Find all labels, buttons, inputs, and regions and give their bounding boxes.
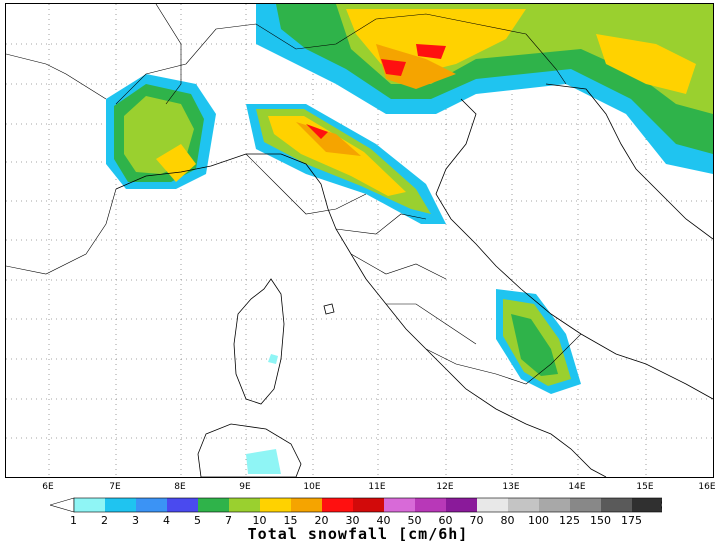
legend-value-label: 2: [101, 514, 108, 527]
lon-label-6e: 6E: [42, 482, 54, 492]
legend-value-label: 50: [407, 514, 422, 527]
legend-value-label: 4: [163, 514, 170, 527]
legend-value-label: 3: [132, 514, 139, 527]
lon-label-14e: 14E: [568, 482, 586, 492]
legend-open-end-low: [50, 497, 75, 513]
snowfall-shading: [106, 4, 713, 474]
coastlines: [115, 83, 713, 477]
legend-value-label: 125: [559, 514, 580, 527]
lon-label-13e: 13E: [502, 482, 520, 492]
legend-swatch: [601, 498, 632, 512]
legend-swatch: [322, 498, 353, 512]
lon-label-16e: 16E: [698, 482, 716, 492]
legend-value-label: 10: [252, 514, 267, 527]
legend-value-label: 70: [469, 514, 484, 527]
lon-label-10e: 10E: [303, 482, 321, 492]
legend-value-label: 175: [621, 514, 642, 527]
legend-open-end-high: [660, 500, 662, 510]
legend-swatch: [291, 498, 322, 512]
legend-value-label: 40: [376, 514, 391, 527]
legend-value-label: 100: [528, 514, 549, 527]
legend-swatch: [446, 498, 477, 512]
borders: [6, 4, 582, 385]
legend-swatch: [539, 498, 570, 512]
legend-swatch: [105, 498, 136, 512]
legend-swatch: [415, 498, 446, 512]
lon-label-11e: 11E: [368, 482, 386, 492]
legend-colorbar: [50, 497, 662, 513]
lon-label-9e: 9E: [239, 482, 251, 492]
legend-value-label: 7: [225, 514, 232, 527]
legend-swatch: [570, 498, 601, 512]
legend-swatch: [167, 498, 198, 512]
legend-swatch: [353, 498, 384, 512]
legend-title: Total snowfall [cm/6h]: [247, 525, 469, 543]
legend-value-label: 15: [283, 514, 298, 527]
legend-swatch: [384, 498, 415, 512]
legend-value-label: 20: [314, 514, 329, 527]
legend-swatch: [508, 498, 539, 512]
lon-label-15e: 15E: [636, 482, 654, 492]
legend-value-label: 5: [194, 514, 201, 527]
lon-label-7e: 7E: [109, 482, 121, 492]
map-panel: [5, 3, 714, 478]
legend-swatch: [136, 498, 167, 512]
lon-label-12e: 12E: [436, 482, 454, 492]
legend-value-label: 80: [500, 514, 515, 527]
legend-swatch: [74, 498, 105, 512]
lon-label-8e: 8E: [174, 482, 186, 492]
snowfall-map: [6, 4, 713, 477]
legend-swatch: [229, 498, 260, 512]
legend-swatch: [632, 498, 662, 512]
legend-value-label: 60: [438, 514, 453, 527]
legend-value-label: 1: [70, 514, 77, 527]
legend-value-label: 150: [590, 514, 611, 527]
legend-outline: [73, 497, 662, 513]
legend-swatch: [198, 498, 229, 512]
legend-value-label: 30: [345, 514, 360, 527]
legend-swatch: [260, 498, 291, 512]
legend-swatch: [477, 498, 508, 512]
